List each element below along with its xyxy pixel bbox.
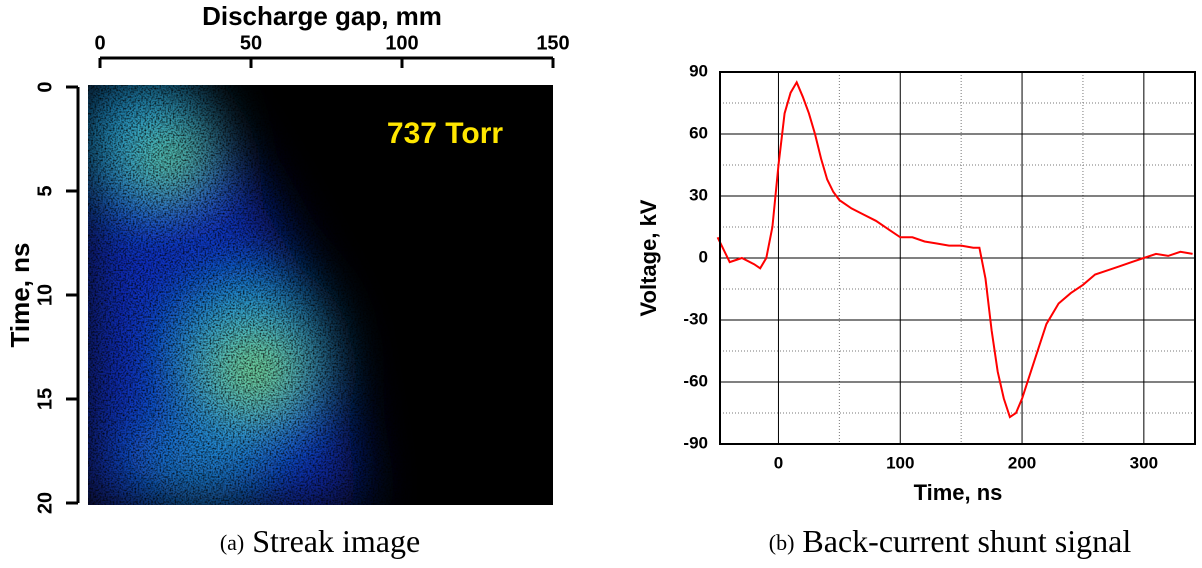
y-tick-label: 30 xyxy=(689,185,708,204)
y-tick-label: -90 xyxy=(683,433,708,452)
x-tick-label: 150 xyxy=(536,32,569,54)
streak-image xyxy=(88,85,553,505)
caption-label: (b) xyxy=(769,530,795,555)
caption: (a) Streak image xyxy=(220,523,420,559)
y-axis-label: Time, ns xyxy=(5,242,35,347)
x-axis-label: Time, ns xyxy=(914,480,1003,505)
y-tick-label: 90 xyxy=(689,61,708,80)
annotation: 737 Torr xyxy=(387,117,503,150)
x-tick-label: 0 xyxy=(774,453,783,472)
y-tick-label: 60 xyxy=(689,123,708,142)
line xyxy=(716,80,1193,419)
x-tick-label: 100 xyxy=(886,453,914,472)
y-tick-label: -30 xyxy=(683,309,708,328)
x-tick-label: 100 xyxy=(385,32,418,54)
y-tick-label: 0 xyxy=(34,81,56,92)
caption-label: (a) xyxy=(220,530,244,555)
y-tick-label: 20 xyxy=(34,492,56,514)
x-tick-label: 300 xyxy=(1130,453,1158,472)
x-tick-label: 200 xyxy=(1008,453,1036,472)
caption-text: Back-current shunt signal xyxy=(802,523,1131,559)
y-axis-label: Voltage, kV xyxy=(636,199,661,316)
y-tick-label: -60 xyxy=(683,371,708,390)
y-tick-label: 0 xyxy=(699,247,708,266)
y-tick-label: 5 xyxy=(34,185,56,196)
caption: (b) Back-current shunt signal xyxy=(769,523,1132,559)
caption-text: Streak image xyxy=(252,523,420,559)
x-axis-label: Discharge gap, mm xyxy=(202,1,442,31)
y-tick-label: 15 xyxy=(34,388,56,410)
plot-frame xyxy=(719,71,1196,445)
y-tick-label: 10 xyxy=(34,284,56,306)
x-tick-label: 50 xyxy=(240,32,262,54)
x-tick-label: 0 xyxy=(94,32,105,54)
